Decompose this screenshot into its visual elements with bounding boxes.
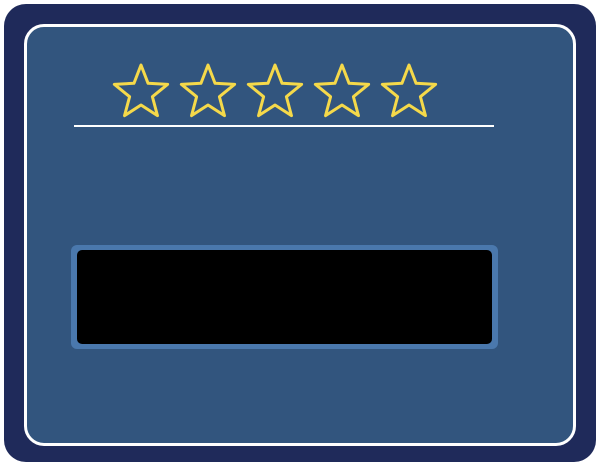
star-1-icon[interactable] [110,60,172,122]
display-bezel [71,245,498,349]
star-3-icon[interactable] [244,60,306,122]
device-frame [4,4,596,462]
star-5-icon[interactable] [378,60,440,122]
star-2-icon[interactable] [177,60,239,122]
rating-panel [24,24,576,446]
display-screen [77,250,492,344]
divider-line [74,125,494,127]
star-4-icon[interactable] [311,60,373,122]
star-rating[interactable] [110,60,445,122]
